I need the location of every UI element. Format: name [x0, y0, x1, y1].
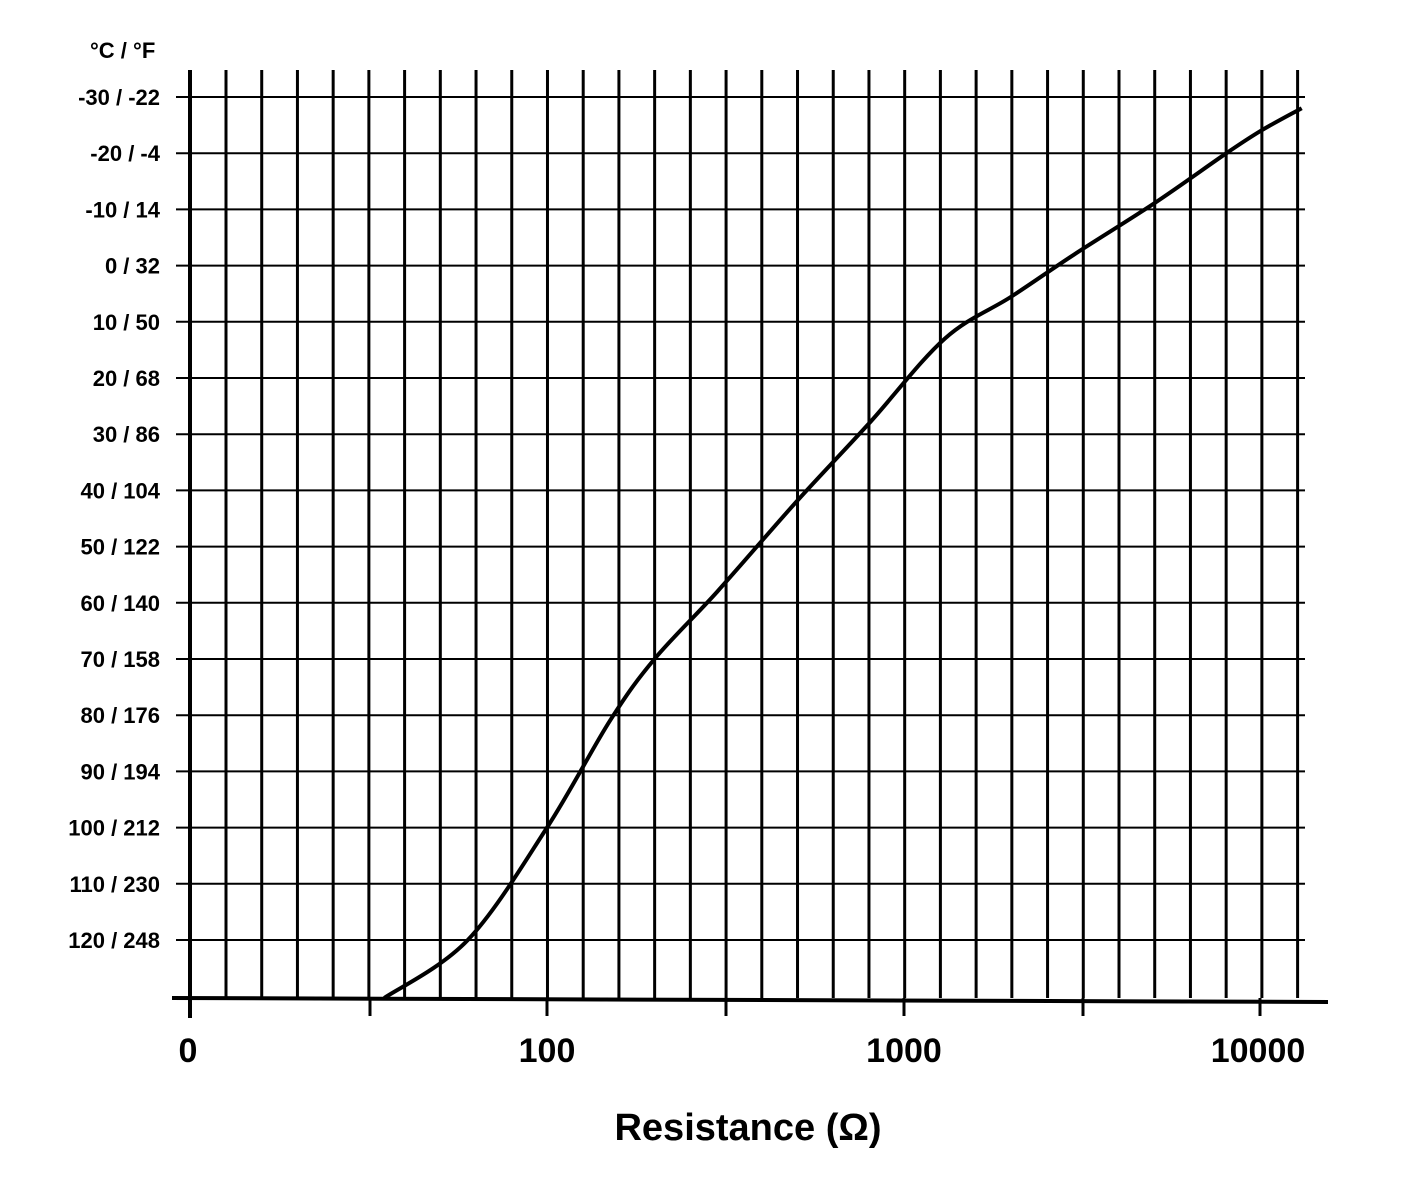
- y-tick-label: 40 / 104: [80, 478, 160, 503]
- resistance-temperature-curve: [383, 106, 1303, 1000]
- y-tick-label: -20 / -4: [90, 141, 160, 166]
- axes: [171, 70, 1329, 1018]
- y-tick-label: 120 / 248: [68, 928, 160, 953]
- y-tick-label: 50 / 122: [80, 535, 160, 560]
- y-tick-label: -10 / 14: [85, 197, 160, 222]
- y-tick-label: 80 / 176: [80, 703, 160, 728]
- y-unit-label: °C / °F: [90, 38, 155, 63]
- x-tick-label: 0: [179, 1032, 198, 1070]
- horizontal-gridlines: [176, 96, 1305, 941]
- y-tick-label: 70 / 158: [80, 647, 160, 672]
- y-tick-label: 10 / 50: [93, 310, 160, 335]
- y-tick-label: 0 / 32: [105, 254, 160, 279]
- y-tick-label: 30 / 86: [93, 422, 160, 447]
- x-tick-label: 1000: [866, 1032, 942, 1070]
- y-tick-label: 100 / 212: [68, 816, 160, 841]
- x-axis-title: Resistance (Ω): [614, 1107, 881, 1149]
- vertical-gridlines: [224, 70, 1300, 998]
- series-group: [383, 106, 1303, 1000]
- y-tick-labels: -30 / -22 -20 / -4 -10 / 14 0 / 32 10 / 50 20…: [68, 85, 161, 953]
- y-tick-label: -30 / -22: [78, 85, 160, 110]
- x-axis-line: [171, 996, 1329, 1004]
- x-tick-label: 100: [519, 1032, 576, 1070]
- x-tick-labels: 0 100 1000 10000: [179, 1032, 1306, 1070]
- y-tick-label: 90 / 194: [80, 759, 160, 784]
- y-tick-label: 20 / 68: [93, 366, 160, 391]
- y-tick-label: 60 / 140: [80, 591, 160, 616]
- y-tick-label: 110 / 230: [69, 872, 160, 897]
- x-tick-label: 10000: [1211, 1032, 1306, 1070]
